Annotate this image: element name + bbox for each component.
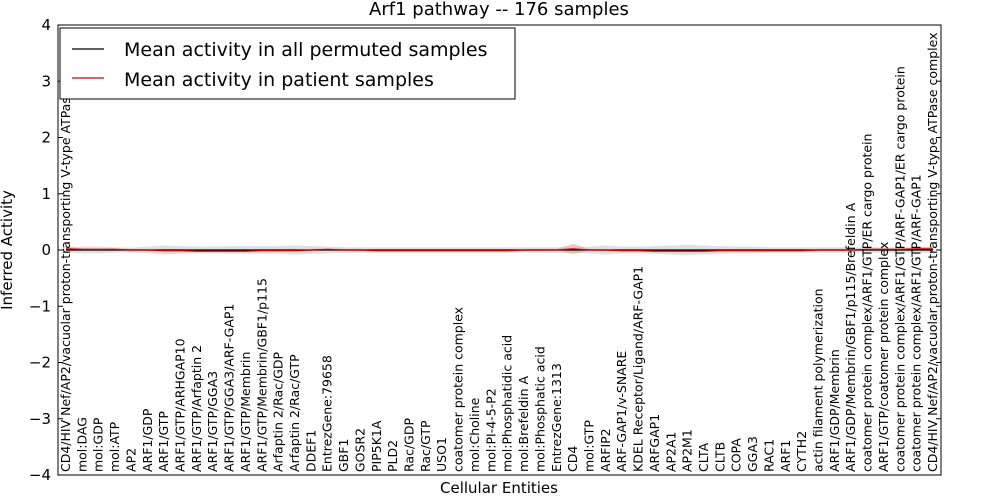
x-axis-label: Cellular Entities	[440, 479, 558, 497]
patient-band	[66, 243, 933, 254]
y-axis: 4 3 2 1 0 −1 −2 −3 −4	[29, 16, 941, 484]
x-category-label: PLD2	[385, 440, 400, 472]
x-category-label: ARF1/GTP/coatomer protein complex	[876, 242, 891, 472]
legend-label-permuted: Mean activity in all permuted samples	[124, 39, 487, 61]
x-category-label: ARF1/GTP	[156, 411, 171, 472]
x-category-label: ARF1/GTP/Membrin	[238, 352, 253, 472]
x-category-label: mol:GTP	[582, 420, 597, 472]
x-category-label: coatomer protein complex/ARF1/GTP/ARF-GA…	[892, 66, 907, 472]
legend: Mean activity in all permuted samples Me…	[59, 27, 516, 100]
x-category-label: KDEL Receptor/Ligand/ARF-GAP1	[631, 266, 646, 472]
lines-layer	[65, 248, 933, 252]
x-category-label: CD4	[565, 446, 580, 472]
x-category-label: DDEF1	[303, 430, 318, 472]
y-tick-label: −1	[29, 297, 51, 315]
x-category-label: mol:DAG	[74, 417, 89, 472]
x-category-label: actin filament polymerization	[811, 288, 826, 472]
x-category-label: USO1	[434, 437, 449, 472]
x-category-label: Arfaptin 2/Rac/GTP	[287, 354, 302, 472]
x-category-label: PIP5K1A	[369, 420, 384, 472]
y-tick-label: 3	[41, 72, 51, 90]
x-category-label: COPA	[729, 438, 744, 472]
x-category-label: coatomer protein complex	[451, 307, 466, 472]
x-category-label: AP2	[123, 448, 138, 472]
x-category-label: CLTA	[696, 442, 711, 472]
y-axis-label: Inferred Activity	[0, 190, 16, 310]
x-category-label: Arfaptin 2/Rac/GDP	[271, 351, 286, 472]
y-tick-label: −3	[29, 410, 51, 428]
x-category-label: GBF1	[336, 439, 351, 472]
x-category-label: RAC1	[761, 439, 776, 472]
x-category-label: CLTB	[712, 442, 727, 472]
x-category-label: Rac/GTP	[418, 420, 433, 472]
y-tick-label: 4	[41, 16, 51, 34]
x-category-label: ARF1/GDP/Membrin/GBF1/p115/Brefeldin A	[843, 202, 858, 472]
x-category-label: ARFIP2	[598, 428, 613, 472]
y-tick-label: 0	[41, 241, 51, 259]
x-category-label: ARF1	[778, 440, 793, 472]
legend-box	[59, 27, 516, 100]
x-category-label: Rac/GDP	[402, 418, 417, 472]
x-category-label: CD4/HIV Nef/AP2/vacuolar proton-transpor…	[925, 33, 940, 473]
x-category-label: mol:Brefeldin A	[516, 375, 531, 472]
x-category-label: ARF1/GTP/ARHGAP10	[173, 338, 188, 472]
x-category-label: ARF1/GTP/GGA3	[205, 371, 220, 472]
x-category-labels: CD4/HIV Nef/AP2/vacuolar proton-transpor…	[58, 33, 940, 473]
x-category-label: mol:ATP	[107, 421, 122, 472]
x-category-label: ARF1/GTP/GGA3/ARF-GAP1	[222, 304, 237, 472]
x-category-label: EntrezGene:1313	[549, 363, 564, 472]
x-category-label: mol:Phosphatic acid	[532, 346, 547, 472]
y-tick-label: −4	[29, 466, 51, 484]
x-category-label: mol:Phosphatidic acid	[500, 335, 515, 472]
x-category-label: EntrezGene:79658	[320, 355, 335, 472]
x-category-label: AP2A1	[663, 431, 678, 472]
x-category-label: GGA3	[745, 436, 760, 472]
y-tick-label: 2	[41, 129, 51, 147]
x-category-label: ARF1/GDP/Membrin	[827, 349, 842, 472]
legend-label-patient: Mean activity in patient samples	[124, 69, 434, 91]
y-tick-label: −2	[29, 354, 51, 372]
x-category-label: ARF1/GTP/Arfaptin 2	[189, 345, 204, 472]
series-line-patient	[65, 248, 933, 252]
y-tick-label: 1	[41, 185, 51, 203]
x-category-label: ARF1/GTP/Membrin/GBF1/p115	[254, 278, 269, 472]
x-category-label: ARF1/GDP	[140, 408, 155, 472]
x-category-label: ARFGAP1	[647, 414, 662, 472]
x-category-label: coatomer protein complex/ARF1/GTP/ER car…	[860, 134, 875, 473]
x-category-label: ARF-GAP1/v-SNARE	[614, 351, 629, 472]
x-category-label: GOSR2	[353, 428, 368, 472]
x-category-label: mol:GDP	[91, 417, 106, 472]
x-category-label: coatomer protein complex/ARF1/GTP/ARF-GA…	[909, 174, 924, 472]
x-category-label: AP2M1	[680, 429, 695, 472]
x-category-label: mol:Choline	[467, 397, 482, 472]
x-category-label: CYTH2	[794, 431, 809, 472]
chart-title: Arf1 pathway -- 176 samples	[369, 0, 629, 20]
x-category-label: mol:PI-4-5-P2	[483, 388, 498, 472]
x-category-label: CD4/HIV Nef/AP2/vacuolar proton-transpor…	[58, 33, 73, 473]
